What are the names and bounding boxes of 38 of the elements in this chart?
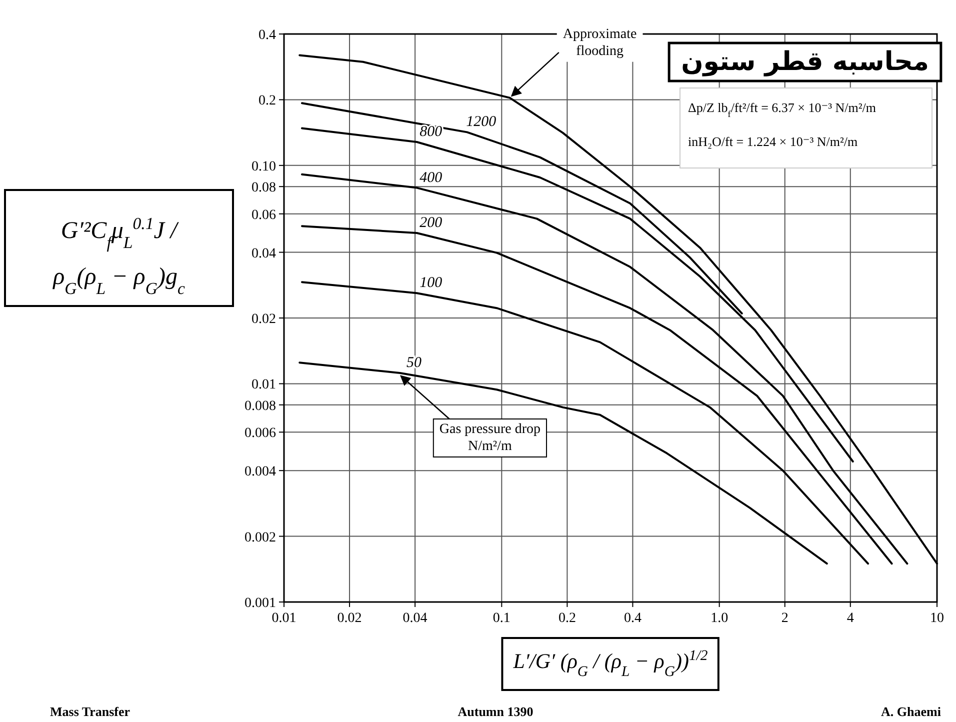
y-tick-label: 0.006 [244,426,276,442]
x-tick-label: 0.04 [402,611,428,626]
series-label: 1200 [466,114,497,130]
y-tick-label: 0.02 [252,312,276,327]
x-tick-label: 2 [781,611,788,626]
text: Mass Transfer [50,704,130,719]
y-tick-label: 0.008 [244,398,276,414]
y-tick-label: 0.004 [244,464,276,480]
text: A. Ghaemi [881,704,942,719]
series-label: 100 [420,275,443,292]
x-tick-label: 0.1 [492,611,510,626]
x-tick-label: 10 [930,611,944,626]
x-tick-label: 0.4 [624,611,642,626]
y-tick-label: 0.001 [244,596,276,611]
y-tick-label: 0.2 [258,94,276,109]
y-tick-label: 0.10 [252,159,276,174]
annotation: inH₂O/ft = 1.224 × 10⁻³ N/m²/m [688,134,858,149]
y-tick-label: 0.04 [252,246,276,262]
annotation: Approximate flooding [562,26,637,59]
x-tick-label: 4 [846,611,854,626]
series-label: 200 [420,215,443,232]
annotation: Gas pressure drop N/m²/m [439,422,541,454]
y-tick-label: 0.4 [258,28,276,43]
text: Autumn 1390 [458,704,534,719]
x-tick-label: 1.0 [710,611,728,626]
x-axis-title: L′/G′ (ρ$_{G}$ / (ρ$_{L}$ − ρ$_{G}$))$^{1/2}$ [512,648,708,680]
annotation: Δp/Z lb$_{f}$/ft²/ft = 6.37 × 10⁻³ N/m²/m [688,100,876,119]
y-tick-label: 0.002 [244,530,276,546]
x-tick-label: 0.02 [337,611,362,626]
series-label: 800 [420,124,443,140]
series-label: 400 [420,170,443,186]
text: G′²C$_{f}$μ$_{L}$$^{0.1}$J / ρ$_{G}$(ρ$_{L}$ − ρ$_{G}$)g$_{c}$ [53,214,185,298]
y-tick-label: 0.08 [252,180,276,196]
x-tick-label: 0.01 [272,611,296,626]
x-tick-label: 0.2 [558,611,576,626]
text: محاسبه قطر ستون [681,47,929,77]
y-tick-label: 0.06 [252,208,276,223]
y-tick-label: 0.01 [252,378,276,393]
